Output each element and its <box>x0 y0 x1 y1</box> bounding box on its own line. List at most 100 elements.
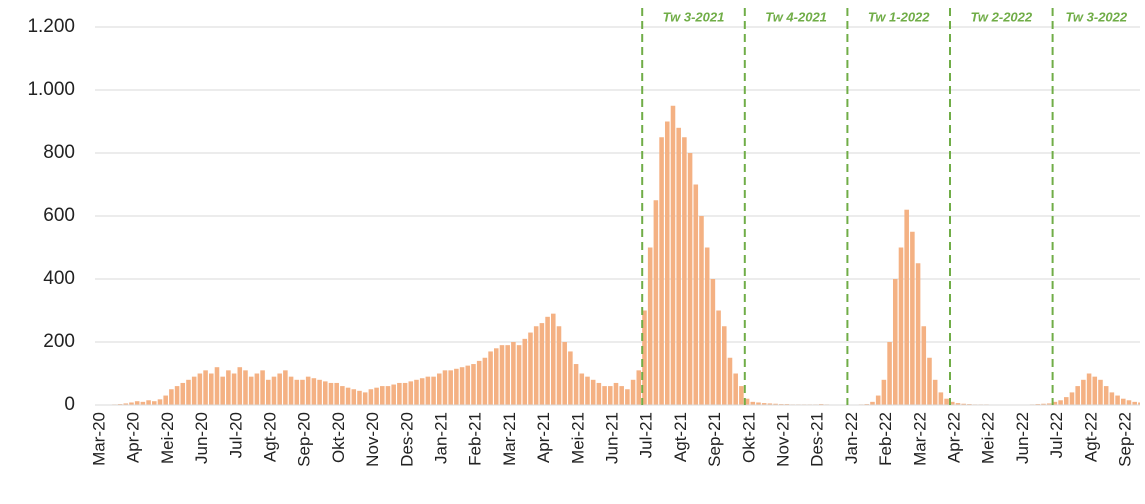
bar <box>1103 386 1109 405</box>
x-tick-label: Nov-20 <box>363 412 382 467</box>
bar <box>391 384 396 405</box>
bar <box>1132 401 1137 405</box>
x-tick-label: Mar-20 <box>89 412 108 466</box>
x-tick-label: Jul-21 <box>637 412 656 458</box>
x-tick-label: Jun-22 <box>1013 412 1032 464</box>
bar <box>288 376 294 405</box>
bar <box>214 367 220 405</box>
bar <box>545 316 550 405</box>
bar <box>362 392 368 405</box>
bar <box>710 279 716 405</box>
bar <box>608 386 613 405</box>
bar <box>1081 379 1086 405</box>
bar <box>437 373 442 405</box>
x-tick-label: Mei-20 <box>158 412 177 464</box>
x-tick-label: Nov-21 <box>773 412 792 467</box>
bar <box>311 378 317 405</box>
bar <box>397 382 402 405</box>
bar <box>408 381 414 405</box>
bar <box>511 342 516 405</box>
x-tick-label: Mar-21 <box>500 412 519 466</box>
bar <box>687 153 693 405</box>
bar <box>733 373 738 405</box>
bar <box>556 326 562 405</box>
bar <box>682 137 687 405</box>
x-tick-label: Des-21 <box>808 412 827 467</box>
bar <box>761 403 767 405</box>
bar <box>180 382 186 405</box>
bar <box>1138 402 1140 405</box>
bar <box>1121 398 1126 405</box>
bar <box>585 376 590 405</box>
annotation-label: Tw 3-2022 <box>1065 9 1127 24</box>
bar <box>226 370 231 405</box>
bar <box>499 345 505 405</box>
bar <box>773 403 778 405</box>
bar <box>625 389 630 405</box>
bar <box>1126 400 1132 405</box>
bar <box>910 231 915 405</box>
bar <box>419 378 425 405</box>
bar <box>767 403 773 405</box>
bar <box>169 389 174 405</box>
bar <box>431 376 436 405</box>
bar <box>146 400 151 405</box>
bar <box>744 398 750 405</box>
bar <box>619 386 624 405</box>
bar <box>693 184 699 405</box>
bar <box>881 379 887 405</box>
bar <box>152 401 157 405</box>
bar <box>539 323 545 405</box>
y-tick-label: 1.200 <box>27 16 75 37</box>
bar <box>665 121 670 405</box>
y-tick-label: 400 <box>43 268 75 289</box>
bar <box>699 216 704 405</box>
bar <box>927 357 932 405</box>
bar <box>562 342 567 405</box>
bar <box>613 382 619 405</box>
y-tick-label: 200 <box>43 331 75 352</box>
annotation-label: Tw 3-2021 <box>663 9 725 24</box>
bar <box>300 379 305 405</box>
y-tick-label: 1.000 <box>27 79 75 100</box>
bar <box>454 368 459 405</box>
y-tick-label: 0 <box>64 394 75 415</box>
bar <box>186 379 191 405</box>
x-tick-label: Agt-20 <box>260 412 279 462</box>
bar <box>1064 397 1069 405</box>
bar <box>590 379 596 405</box>
bar <box>266 379 271 405</box>
bar <box>425 376 431 405</box>
x-tick-label: Okt-21 <box>739 412 758 463</box>
bar <box>317 379 322 405</box>
bar <box>471 364 476 405</box>
bar <box>163 395 168 405</box>
x-tick-label: Jan-21 <box>431 412 450 464</box>
x-tick-label: Okt-20 <box>329 412 348 463</box>
bar <box>568 351 573 405</box>
bar <box>904 209 909 405</box>
bar <box>248 376 254 405</box>
bar <box>516 345 522 405</box>
bar <box>602 386 607 405</box>
bar <box>476 360 482 405</box>
bar <box>1115 395 1120 405</box>
bar <box>385 386 391 405</box>
bar <box>442 370 448 405</box>
annotation-label: Tw 2-2022 <box>970 9 1032 24</box>
bar <box>653 200 659 405</box>
x-tick-label: Agt-22 <box>1081 412 1100 462</box>
bar <box>157 399 163 405</box>
bar <box>254 373 260 405</box>
bar <box>402 382 408 405</box>
bar <box>636 370 642 405</box>
bar <box>870 401 875 405</box>
bar <box>1046 403 1052 405</box>
bar <box>887 342 892 405</box>
bar <box>243 370 248 405</box>
bar <box>374 387 379 405</box>
bar <box>283 370 288 405</box>
bar <box>676 127 681 406</box>
bar <box>756 402 761 405</box>
bar <box>659 137 664 405</box>
